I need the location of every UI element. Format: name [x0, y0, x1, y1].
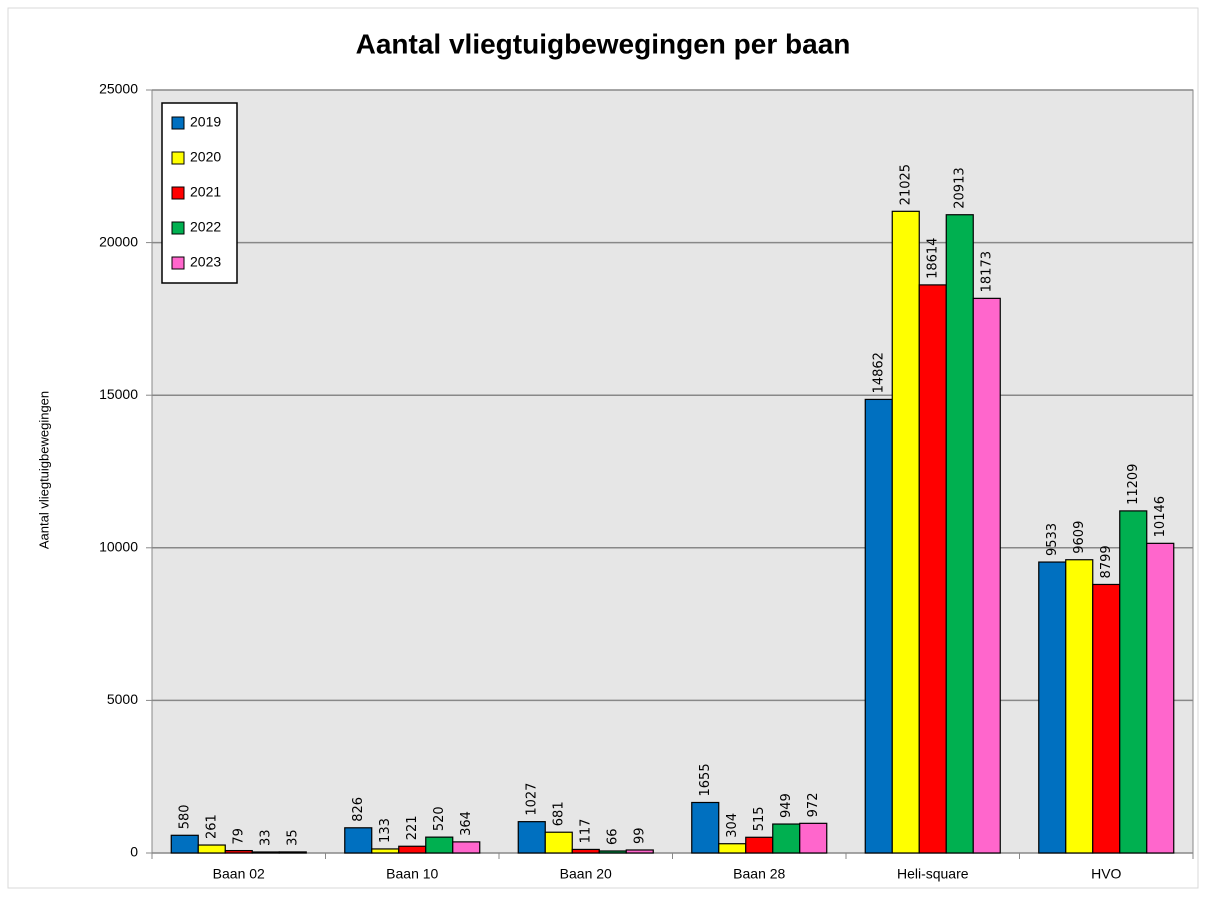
legend-label: 2023 [190, 254, 221, 270]
y-tick-label: 15000 [99, 386, 138, 402]
data-label: 33 [258, 829, 273, 846]
bar [1038, 561, 1067, 854]
legend-label: 2019 [190, 114, 221, 130]
data-label: 826 [351, 797, 366, 822]
data-label: 21025 [898, 164, 913, 205]
data-label: 1655 [698, 763, 713, 796]
x-tick-label: Baan 02 [213, 866, 265, 882]
bar [371, 848, 400, 854]
data-label: 520 [432, 806, 447, 831]
bar [1146, 542, 1175, 854]
data-label: 20913 [952, 167, 967, 208]
legend-swatch [171, 256, 185, 270]
legend-swatch [171, 186, 185, 200]
data-label: 949 [779, 793, 794, 818]
bar [517, 821, 546, 854]
legend-swatch [171, 116, 185, 130]
data-label: 66 [605, 828, 620, 845]
data-label: 580 [177, 804, 192, 829]
chart-title: Aantal vliegtuigbewegingen per baan [356, 28, 851, 59]
data-label: 14862 [871, 352, 886, 393]
legend-label: 2020 [190, 149, 221, 165]
y-tick-label: 5000 [107, 691, 138, 707]
x-tick-label: Heli-square [897, 866, 969, 882]
bar [799, 822, 828, 854]
bar [197, 844, 226, 854]
bar [691, 801, 720, 854]
data-label: 35 [285, 829, 300, 846]
data-label: 364 [459, 811, 474, 836]
bar [571, 848, 600, 854]
data-label: 117 [578, 819, 593, 844]
bar [425, 836, 454, 854]
data-label: 133 [378, 818, 393, 843]
bar [544, 831, 573, 854]
bar [918, 284, 947, 854]
bar [745, 836, 774, 854]
data-label: 304 [725, 813, 740, 838]
bar [1119, 510, 1148, 854]
bar [170, 834, 199, 854]
bar [598, 850, 627, 854]
data-label: 681 [551, 801, 566, 826]
y-tick-label: 25000 [99, 81, 138, 97]
y-tick-label: 20000 [99, 233, 138, 249]
bar [1065, 559, 1094, 854]
bar [1092, 583, 1121, 854]
data-label: 972 [806, 793, 821, 818]
data-label: 515 [752, 806, 767, 831]
bar [972, 297, 1001, 854]
bar [864, 398, 893, 854]
legend-swatch [171, 221, 185, 235]
bar [891, 210, 920, 854]
bar [452, 841, 481, 854]
data-label: 18614 [925, 238, 940, 279]
bar [945, 214, 974, 854]
data-label: 1027 [524, 783, 539, 816]
y-tick-label: 10000 [99, 539, 138, 555]
bar [251, 851, 280, 854]
bar [718, 843, 747, 854]
x-tick-label: Baan 28 [733, 866, 785, 882]
bar [278, 851, 307, 854]
legend-swatch [171, 151, 185, 165]
bar [344, 827, 373, 854]
bar [772, 823, 801, 854]
data-label: 9533 [1045, 523, 1060, 556]
data-label: 99 [632, 827, 647, 844]
y-tick-label: 0 [130, 844, 138, 860]
data-label: 8799 [1099, 545, 1114, 578]
legend-label: 2022 [190, 219, 221, 235]
x-tick-label: Baan 10 [386, 866, 438, 882]
bar [398, 845, 427, 854]
data-label: 11209 [1126, 464, 1141, 505]
x-tick-label: HVO [1091, 866, 1121, 882]
data-label: 79 [231, 828, 246, 845]
y-axis-label: Aantal vliegtuigbewegingen [36, 391, 51, 549]
data-label: 9609 [1072, 521, 1087, 554]
legend-label: 2021 [190, 184, 221, 200]
x-tick-label: Baan 20 [560, 866, 612, 882]
bar [224, 849, 253, 854]
data-label: 18173 [979, 251, 994, 292]
data-label: 261 [204, 814, 219, 839]
data-label: 221 [405, 815, 420, 840]
data-label: 10146 [1153, 496, 1168, 537]
plot-area [151, 89, 1194, 854]
bar [625, 849, 654, 854]
